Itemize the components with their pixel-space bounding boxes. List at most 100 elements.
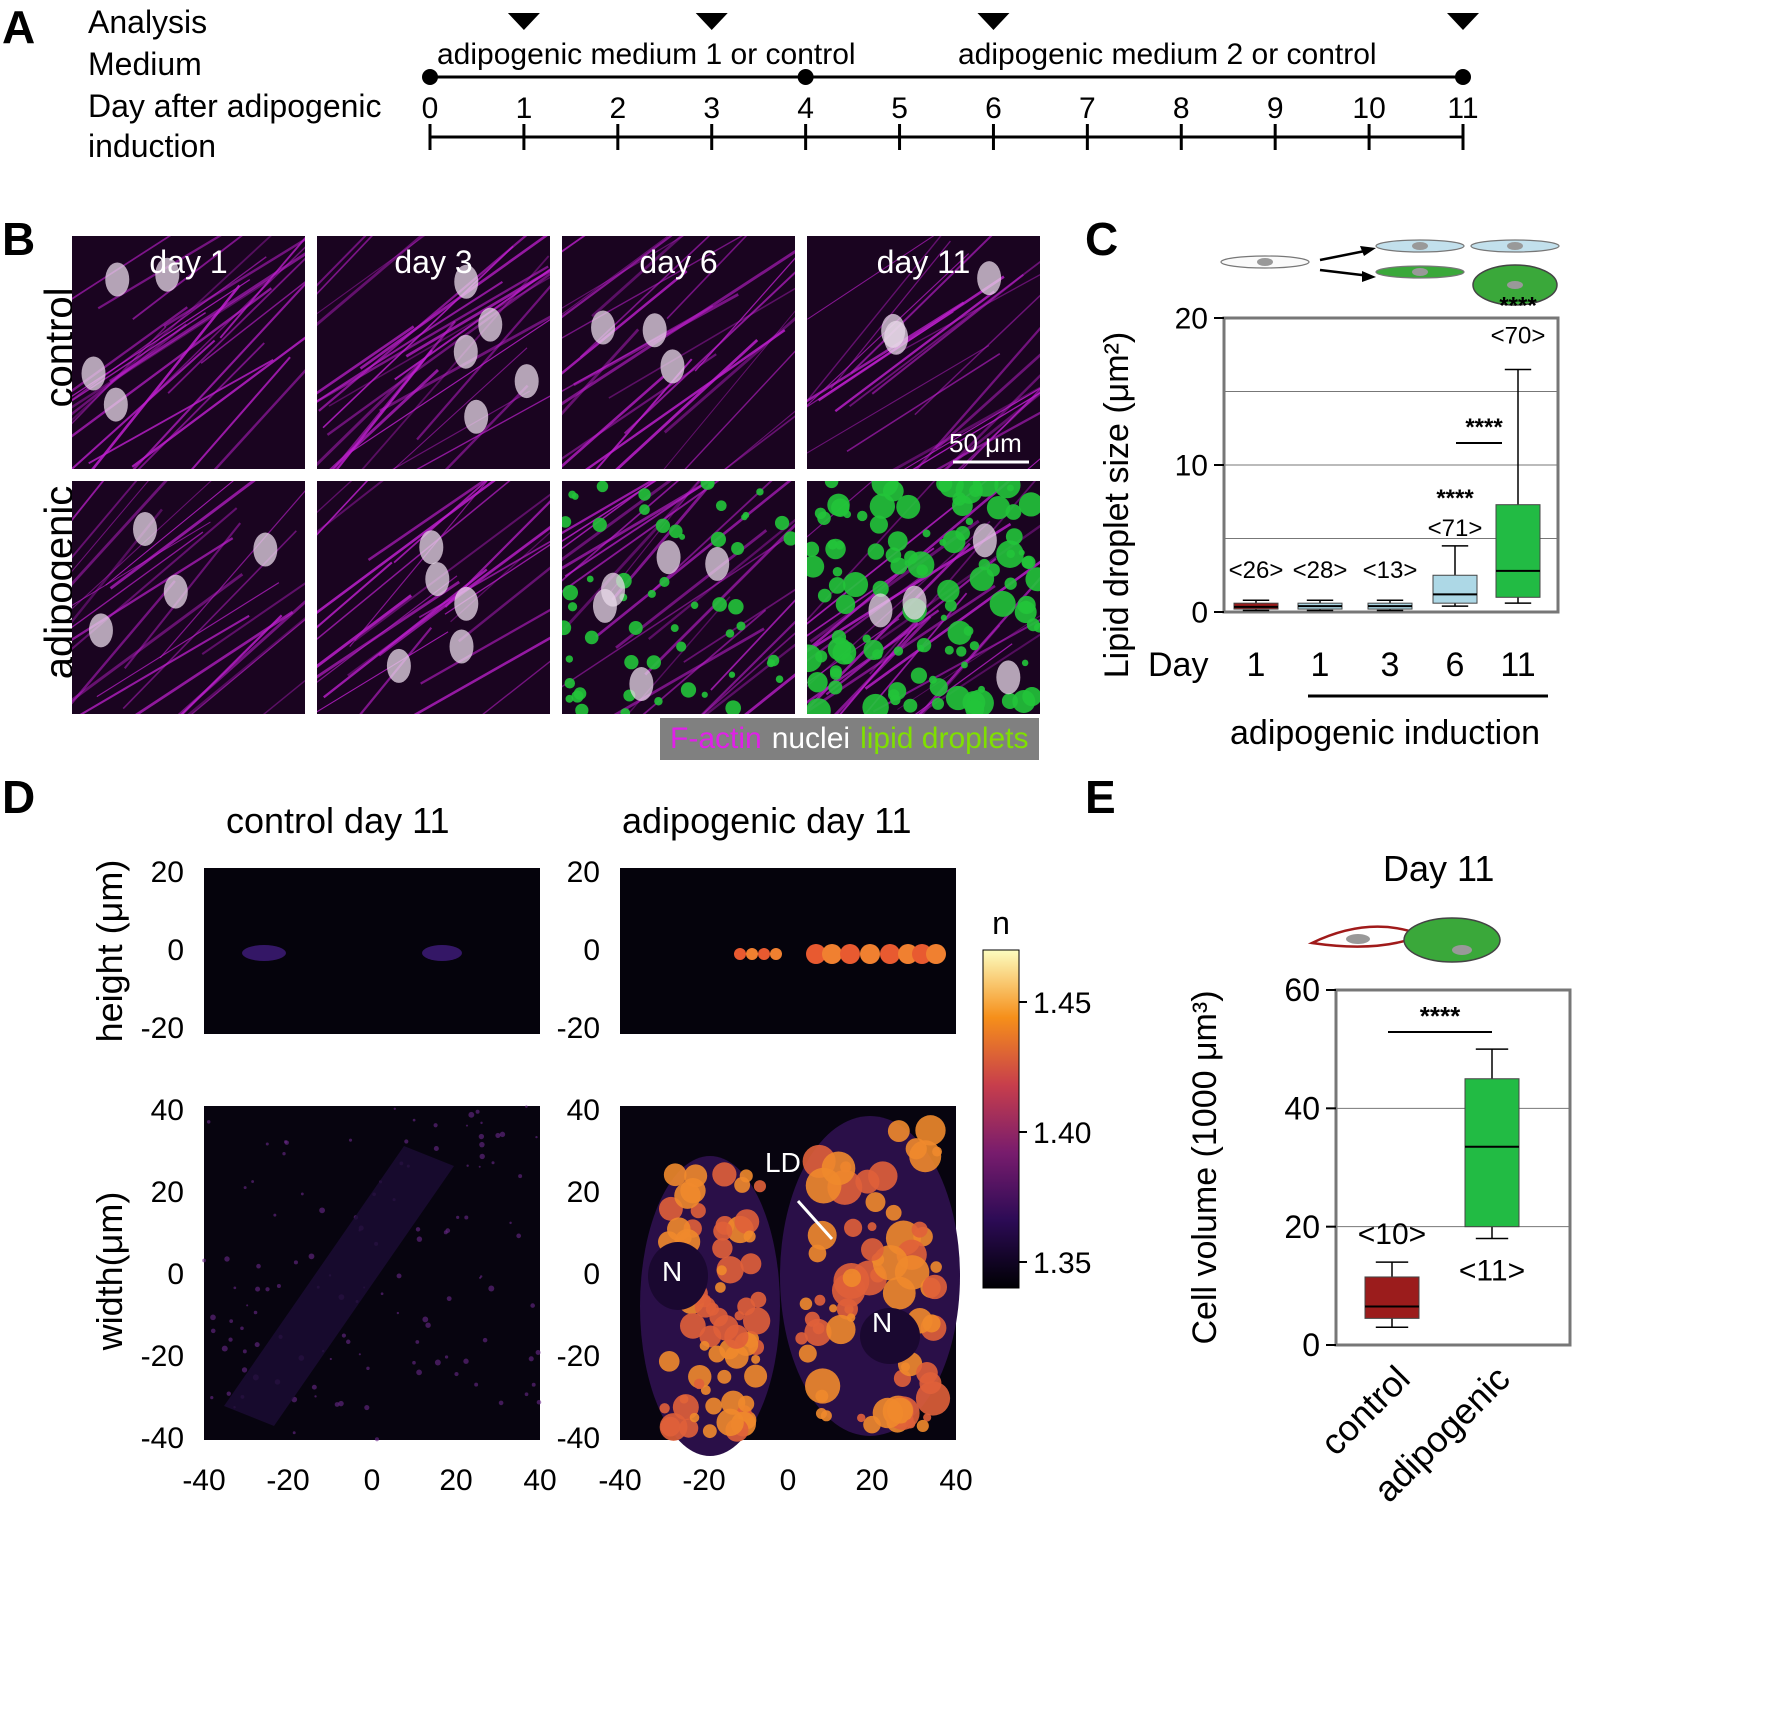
actin-fiber bbox=[694, 257, 795, 372]
actin-fiber bbox=[317, 561, 393, 629]
nucleus bbox=[449, 629, 474, 664]
speckle bbox=[478, 1133, 485, 1140]
actin-fiber bbox=[562, 481, 680, 582]
speckle bbox=[366, 1366, 370, 1371]
actin-fiber bbox=[72, 521, 211, 606]
actin-fiber bbox=[72, 481, 212, 610]
actin-fiber bbox=[807, 345, 990, 454]
analysis-marker-icon bbox=[977, 13, 1010, 30]
lipid-droplet bbox=[669, 524, 683, 539]
actin-fiber bbox=[72, 481, 138, 559]
lipid-droplet-map bbox=[693, 1378, 705, 1390]
actin-fiber bbox=[807, 609, 940, 704]
actin-fiber bbox=[846, 352, 1001, 452]
lipid-droplet bbox=[728, 671, 736, 678]
lipid-droplet-map bbox=[713, 1221, 733, 1241]
actin-fiber bbox=[317, 236, 426, 315]
actin-fiber bbox=[72, 312, 207, 402]
droplet-profile bbox=[840, 944, 860, 964]
x-tick-label: 20 bbox=[855, 1464, 888, 1497]
lipid-droplet bbox=[690, 601, 699, 609]
actin-fiber bbox=[834, 615, 932, 714]
lipid-droplet bbox=[828, 577, 846, 594]
nucleus bbox=[601, 572, 626, 607]
nucleus-annotation: N bbox=[872, 1307, 892, 1338]
lipid-droplet-map bbox=[738, 1395, 755, 1412]
title-control-day11: control day 11 bbox=[226, 800, 450, 841]
droplet-profile bbox=[880, 944, 900, 964]
x-tick-label: 11 bbox=[1500, 646, 1535, 684]
lipid-droplet bbox=[596, 481, 609, 493]
speckle bbox=[358, 1353, 361, 1356]
speckle bbox=[396, 1273, 402, 1279]
speckle bbox=[240, 1326, 244, 1331]
lipid-droplet bbox=[989, 590, 1016, 617]
lipid-droplet bbox=[564, 677, 576, 689]
adipocyte-cell-icon bbox=[1403, 917, 1501, 963]
actin-fiber bbox=[613, 627, 765, 714]
speckle bbox=[292, 1431, 296, 1435]
actin-fiber bbox=[935, 411, 1040, 469]
x-tick-label: 6 bbox=[1446, 646, 1465, 684]
day-tick-label: 2 bbox=[609, 92, 626, 125]
actin-fiber bbox=[943, 391, 1040, 469]
speckle bbox=[314, 1395, 317, 1398]
legend-nuclei: nuclei bbox=[771, 722, 851, 755]
lipid-droplet bbox=[715, 500, 727, 512]
lipid-droplet-map bbox=[684, 1164, 708, 1188]
nucleus bbox=[155, 257, 180, 292]
lipid-droplet-map bbox=[923, 1413, 932, 1422]
actin-fiber bbox=[562, 305, 714, 393]
nucleus bbox=[996, 660, 1021, 695]
nucleus bbox=[972, 523, 997, 558]
lipid-droplet-chart: 0 10 20 Lipid droplet size (μm²) <26> <28> <13… bbox=[1098, 239, 1560, 752]
n-count-label: <13> bbox=[1363, 557, 1418, 584]
lipid-droplet bbox=[562, 620, 572, 636]
lipid-droplet-map bbox=[708, 1345, 726, 1363]
speckle bbox=[253, 1310, 258, 1315]
lipid-droplet-map bbox=[805, 1368, 841, 1404]
lipid-droplet bbox=[707, 481, 715, 488]
lipid-droplet-map bbox=[815, 1389, 829, 1403]
actin-fiber bbox=[444, 500, 550, 608]
nucleus-region bbox=[860, 1308, 920, 1364]
lipid-droplet bbox=[1021, 659, 1029, 667]
speckle bbox=[531, 1382, 536, 1387]
lipid-droplet bbox=[575, 703, 589, 714]
lipid-droplet bbox=[659, 576, 670, 588]
lipid-droplet bbox=[728, 599, 744, 615]
actin-fiber bbox=[807, 301, 965, 403]
actin-fiber bbox=[903, 387, 1040, 469]
day-tick-label: 3 bbox=[703, 92, 720, 125]
lipid-droplet bbox=[817, 588, 832, 603]
lipid-droplet-map bbox=[700, 1385, 711, 1396]
actin-fiber bbox=[935, 353, 1040, 451]
lipid-droplet bbox=[562, 516, 572, 528]
lipid-droplet bbox=[947, 620, 972, 645]
actin-fiber bbox=[328, 276, 550, 407]
nucleus bbox=[454, 264, 479, 299]
day-tick-label: 10 bbox=[1352, 92, 1385, 125]
lipid-droplet bbox=[862, 634, 871, 643]
lipid-droplet bbox=[815, 650, 828, 663]
actin-fiber bbox=[710, 599, 795, 691]
speckle bbox=[524, 1392, 529, 1397]
timeline-row-day-line2: induction bbox=[88, 128, 217, 164]
plot-frame bbox=[1334, 988, 1572, 1347]
medium-change-dot bbox=[797, 69, 814, 85]
actin-fiber bbox=[724, 410, 795, 469]
speckle bbox=[348, 1138, 353, 1142]
actin-fiber bbox=[200, 281, 305, 364]
nucleus bbox=[591, 310, 616, 345]
actin-fiber bbox=[872, 618, 1040, 713]
lipid-droplet-map bbox=[753, 1180, 767, 1193]
width-tick-label: 0 bbox=[583, 1258, 600, 1291]
lipid-droplet bbox=[586, 575, 594, 583]
actin-fiber bbox=[562, 538, 786, 688]
actin-fiber bbox=[595, 358, 693, 469]
width-tick-label: 40 bbox=[151, 1094, 184, 1127]
actin-fiber bbox=[187, 617, 305, 714]
speckle bbox=[415, 1340, 420, 1344]
lipid-droplet bbox=[843, 572, 869, 598]
actin-fiber bbox=[562, 481, 654, 535]
